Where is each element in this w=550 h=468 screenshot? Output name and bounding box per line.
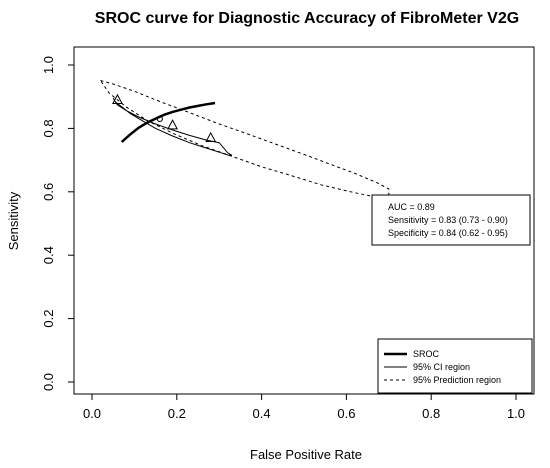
stats-box: AUC = 0.89 Sensitivity = 0.83 (0.73 - 0.… [371, 194, 531, 246]
stats-auc-text: AUC = 0.89 [388, 202, 435, 212]
stats-box-frame [371, 194, 531, 246]
x-axis-label: False Positive Rate [250, 447, 362, 462]
legend-label-sroc: SROC [413, 349, 440, 359]
study-point-1 [112, 93, 123, 104]
y-tick-label-2: 0.4 [41, 246, 56, 264]
legend-label-ci: 95% CI region [413, 362, 470, 372]
y-axis-label: Sensitivity [6, 191, 21, 250]
y-tick-label-5: 1.0 [41, 56, 56, 74]
x-tick-label-0: 0.0 [83, 406, 101, 421]
chart-title: SROC curve for Diagnostic Accuracy of Fi… [95, 10, 519, 27]
y-tick-label-0: 0.0 [41, 373, 56, 391]
sroc-curve-line [120, 101, 216, 143]
summary-point [156, 115, 163, 123]
x-tick-label-5: 1.0 [507, 406, 525, 421]
stats-specificity-text: Specificity = 0.84 (0.62 - 0.95) [388, 228, 508, 238]
legend-frame [377, 338, 533, 394]
legend: SROC 95% CI region 95% Prediction region [377, 338, 533, 394]
y-tick-label-4: 0.8 [41, 119, 56, 137]
y-axis-ticks: 0.0 0.2 0.4 0.6 0.8 1.0 [41, 56, 74, 391]
ci-region-ellipse [112, 98, 233, 156]
y-tick-label-1: 0.2 [41, 310, 56, 328]
x-tick-label-4: 0.8 [422, 406, 440, 421]
x-tick-label-1: 0.2 [168, 406, 186, 421]
study-points [112, 93, 217, 143]
x-tick-label-2: 0.4 [253, 406, 271, 421]
study-point-2 [167, 119, 178, 130]
x-axis-ticks: 0.0 0.2 0.4 0.6 0.8 1.0 [83, 394, 525, 421]
study-point-3 [205, 131, 217, 143]
prediction-region-ellipse [99, 79, 390, 199]
y-tick-label-3: 0.6 [41, 183, 56, 201]
plot-area-frame [73, 46, 535, 395]
x-tick-label-3: 0.6 [337, 406, 355, 421]
legend-label-prediction: 95% Prediction region [413, 375, 501, 385]
stats-sensitivity-text: Sensitivity = 0.83 (0.73 - 0.90) [388, 215, 508, 225]
